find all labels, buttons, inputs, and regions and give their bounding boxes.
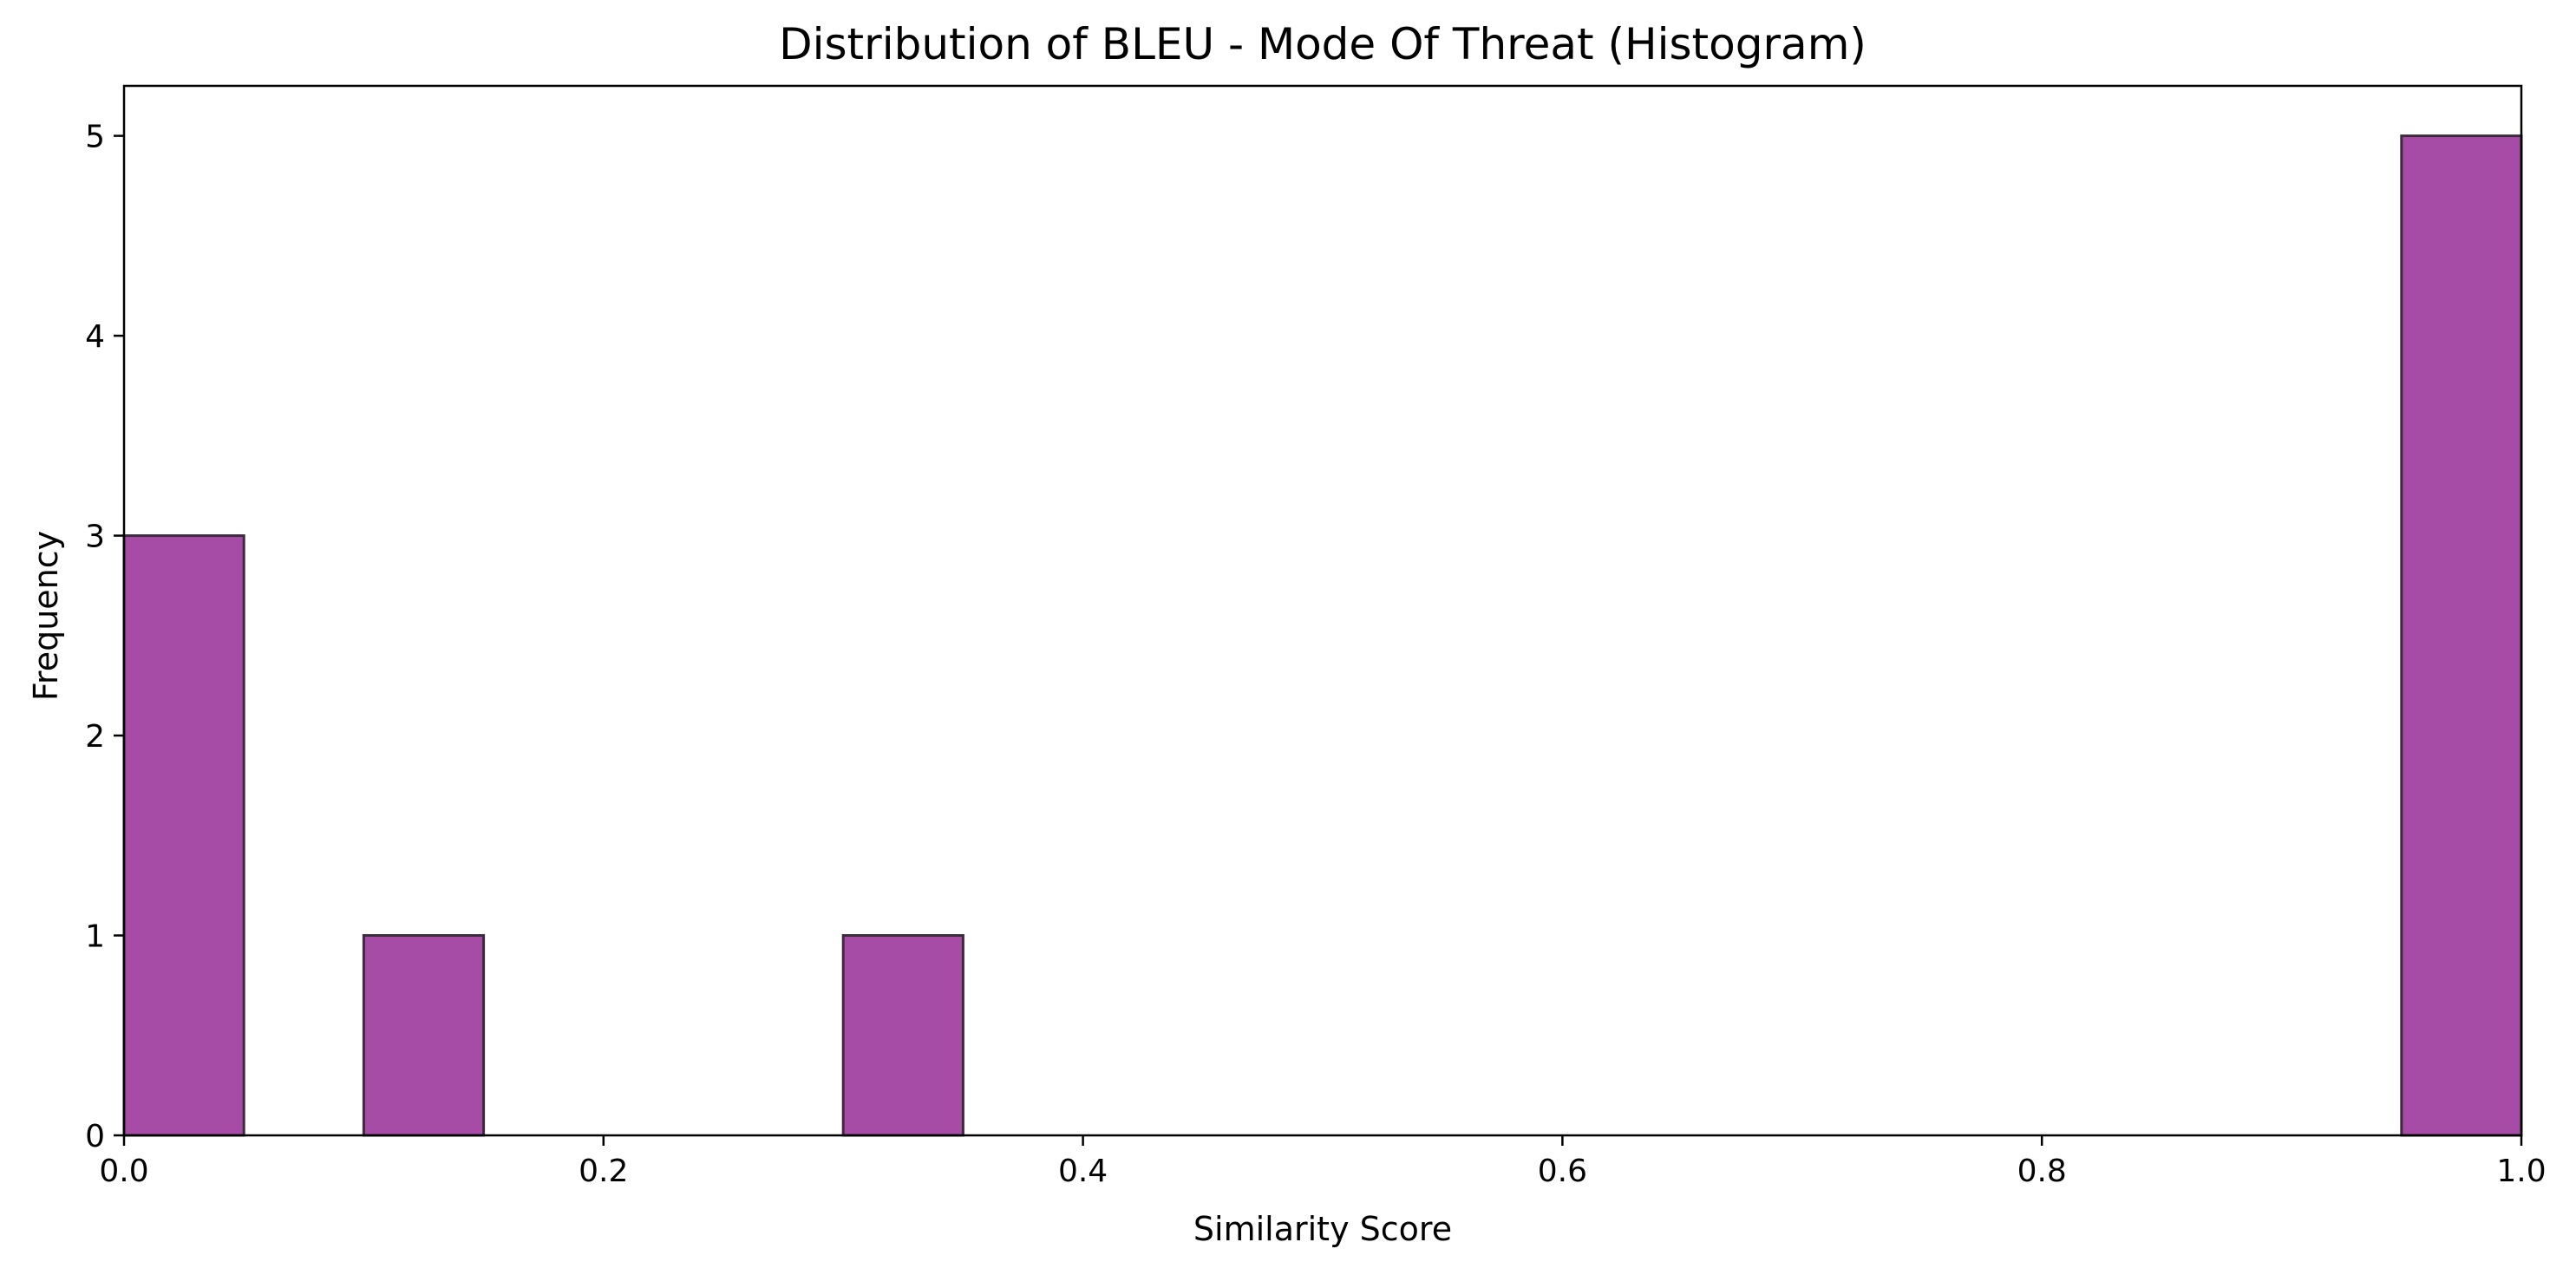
y-axis-ticks: 0 1 2 3 4 5 [85,120,124,1154]
plot-frame [122,84,2523,1137]
y-tick-label-2: 2 [85,719,105,755]
x-axis-label: Similarity Score [1193,1210,1452,1248]
y-tick-label-4: 4 [85,319,105,355]
histogram-bar-2 [362,934,486,1137]
y-tick-label-5: 5 [85,120,105,155]
x-tick-label-4: 0.8 [2017,1154,2067,1189]
x-tick-label-1: 0.2 [579,1154,628,1189]
x-tick-label-2: 0.4 [1058,1154,1108,1189]
y-axis-label: Frequency [27,531,65,701]
y-tick-label-1: 1 [85,919,105,955]
histogram-bar-19 [2400,134,2523,1137]
chart-title: Distribution of BLEU - Mode Of Threat (H… [779,19,1867,69]
y-tick-label-3: 3 [85,520,105,555]
bars-group [122,134,2523,1137]
histogram-bar-0 [122,534,245,1137]
x-axis-ticks: 0.0 0.2 0.4 0.6 0.8 1.0 [99,1135,2547,1189]
x-tick-label-3: 0.6 [1538,1154,1587,1189]
histogram-bar-6 [841,934,964,1137]
y-tick-label-0: 0 [85,1119,105,1154]
x-tick-label-5: 1.0 [2496,1154,2546,1189]
x-tick-label-0: 0.0 [99,1154,148,1189]
